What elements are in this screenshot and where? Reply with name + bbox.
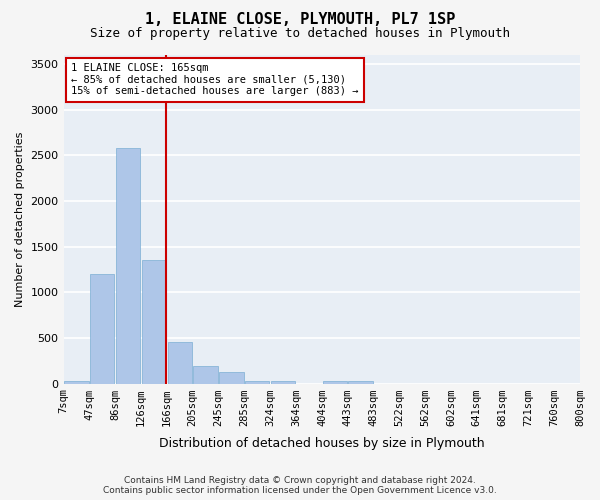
Text: Contains HM Land Registry data © Crown copyright and database right 2024.
Contai: Contains HM Land Registry data © Crown c… — [103, 476, 497, 495]
Bar — [348, 381, 373, 384]
Bar — [193, 366, 218, 384]
Bar — [142, 260, 166, 384]
Bar — [219, 372, 244, 384]
X-axis label: Distribution of detached houses by size in Plymouth: Distribution of detached houses by size … — [159, 437, 485, 450]
Bar — [245, 381, 269, 384]
Bar — [64, 381, 89, 384]
Text: Size of property relative to detached houses in Plymouth: Size of property relative to detached ho… — [90, 28, 510, 40]
Bar — [116, 148, 140, 384]
Bar — [168, 342, 192, 384]
Text: 1 ELAINE CLOSE: 165sqm
← 85% of detached houses are smaller (5,130)
15% of semi-: 1 ELAINE CLOSE: 165sqm ← 85% of detached… — [71, 63, 359, 96]
Bar — [323, 381, 347, 384]
Text: 1, ELAINE CLOSE, PLYMOUTH, PL7 1SP: 1, ELAINE CLOSE, PLYMOUTH, PL7 1SP — [145, 12, 455, 28]
Bar — [271, 381, 295, 384]
Y-axis label: Number of detached properties: Number of detached properties — [15, 132, 25, 307]
Bar — [90, 274, 115, 384]
